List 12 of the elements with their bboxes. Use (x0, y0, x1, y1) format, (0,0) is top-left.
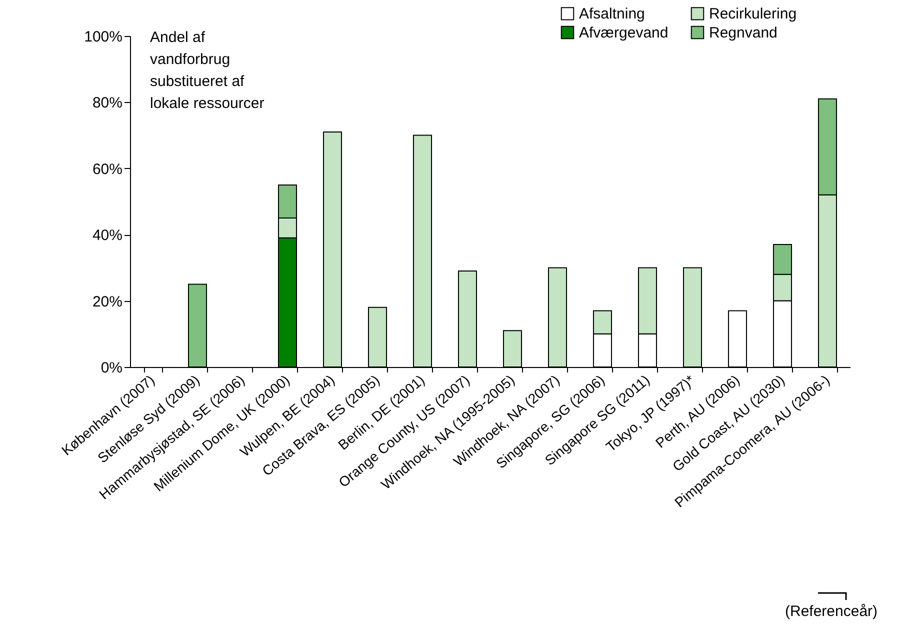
annotation: Andel af vandforbrug substitueret af lokale ressourcer (150, 29, 264, 112)
legend-label: Regnvand (709, 24, 778, 42)
legend-label: Afværgevand (579, 24, 668, 42)
y-tick-label: 0% (100, 360, 122, 376)
text: (Referenceår) (785, 603, 878, 620)
y-tick-label: 20% (92, 293, 122, 310)
y-tick-label: 40% (92, 227, 122, 244)
y-tick-label: 100% (84, 28, 122, 46)
legend-label: Recirkulering (709, 6, 797, 23)
y-tick-label: 60% (92, 160, 122, 178)
y-tick-label: 80% (92, 94, 122, 112)
legend-label: Afsaltning (579, 6, 645, 23)
